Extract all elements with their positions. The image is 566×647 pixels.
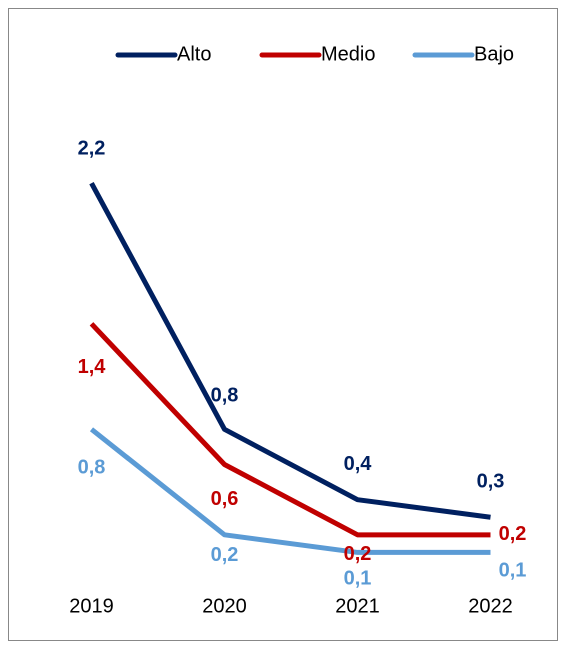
x-tick-label: 2021 [335, 595, 380, 617]
legend-label: Alto [177, 43, 211, 65]
series-line [89, 181, 491, 520]
legend-label: Bajo [474, 43, 514, 65]
data-label: 0,2 [344, 543, 372, 565]
x-tick-label: 2019 [69, 595, 114, 617]
data-label: 0,4 [344, 453, 373, 475]
data-label: 0,1 [499, 560, 527, 582]
data-label: 0,1 [344, 568, 372, 590]
data-label: 0,6 [211, 488, 239, 510]
data-label: 0,8 [78, 457, 106, 479]
data-label: 0,2 [211, 544, 239, 566]
series-line [89, 322, 491, 538]
data-label: 1,4 [78, 356, 107, 378]
x-tick-label: 2020 [202, 595, 247, 617]
data-label: 0,8 [211, 385, 239, 407]
data-label: 0,3 [477, 471, 505, 493]
data-label: 0,2 [499, 523, 527, 545]
x-tick-label: 2022 [468, 595, 513, 617]
series-line [89, 427, 491, 555]
data-label: 2,2 [78, 137, 106, 159]
legend-label: Medio [321, 43, 375, 65]
